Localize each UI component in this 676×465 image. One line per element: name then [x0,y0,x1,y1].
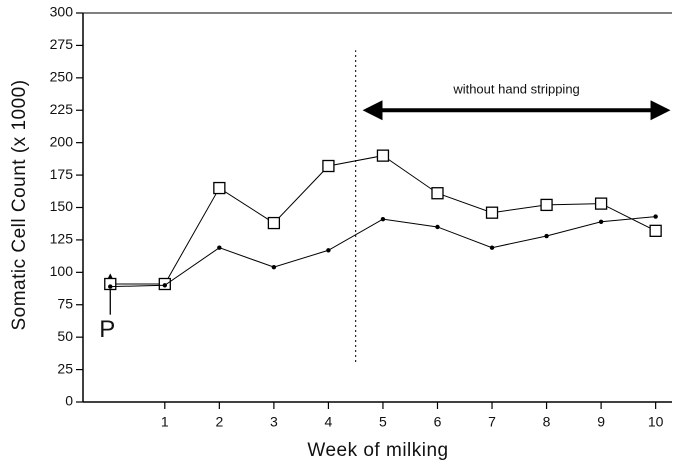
y-axis-title: Somatic Cell Count (x 1000) [9,79,30,330]
y-tick-label: 250 [50,69,74,85]
y-tick-label: 150 [50,198,74,214]
x-tick-label: 1 [161,414,169,430]
point [376,149,390,162]
x-tick-label: 2 [215,414,223,430]
y-tick-label: 300 [50,4,74,20]
x-tick-label: 4 [325,414,333,430]
point [380,216,386,222]
y-tick-label: 175 [50,166,74,182]
point [598,219,604,224]
point [431,187,444,200]
point [104,277,117,291]
x-tick-label: 3 [270,414,278,430]
y-tick-label: 25 [57,360,73,376]
x-tick-label: 5 [379,414,387,430]
point [271,264,277,270]
point [108,284,113,289]
point [267,216,281,230]
point [162,283,168,288]
point [594,197,608,210]
y-tick-label: 200 [50,133,74,149]
point [326,248,331,253]
point [217,245,222,250]
y-tick-label: 100 [50,263,74,279]
series-line [110,216,656,288]
point [540,198,553,212]
x-tick-label: 9 [597,414,605,430]
point [485,206,499,219]
y-tick-label: 225 [50,101,74,117]
point [489,245,495,250]
point [544,233,549,239]
x-tick-label: 6 [434,414,442,430]
point [322,159,335,173]
y-tick-label: 0 [65,393,73,409]
x-tick-label: 7 [488,414,496,430]
x-tick-label: 8 [543,414,551,430]
x-axis-title: Week of milking [307,440,448,461]
y-tick-label: 125 [50,231,74,247]
point [653,214,658,219]
annotation: P [99,316,115,343]
point [649,224,662,237]
y-tick-label: 75 [57,295,73,311]
y-tick-label: 275 [50,36,74,52]
x-tick-label: 10 [648,414,664,430]
annotation: without hand stripping [452,82,579,97]
point [435,224,440,230]
y-tick-label: 50 [57,328,73,344]
point [213,181,226,195]
